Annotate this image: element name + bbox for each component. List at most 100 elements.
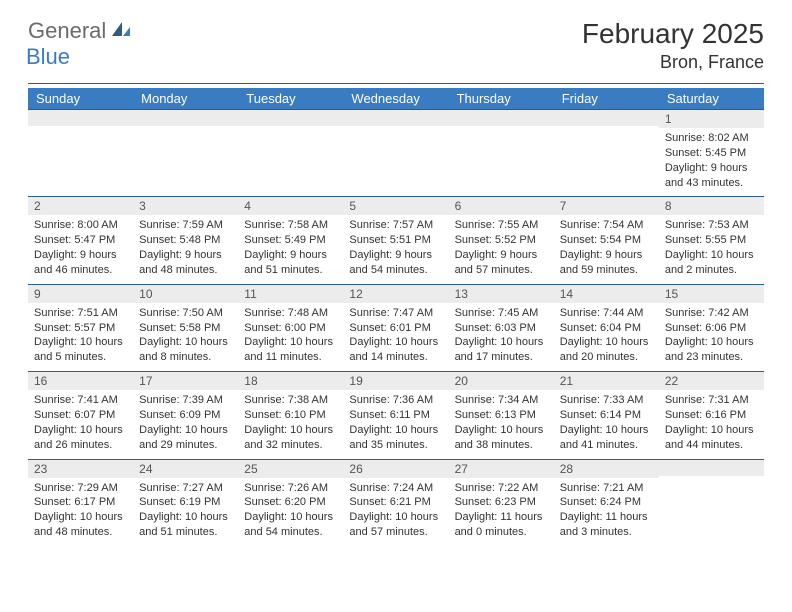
sunset-line: Sunset: 6:14 PM bbox=[560, 408, 653, 423]
day-content: Sunrise: 7:26 AMSunset: 6:20 PMDaylight:… bbox=[238, 478, 343, 546]
day-content: Sunrise: 7:22 AMSunset: 6:23 PMDaylight:… bbox=[449, 478, 554, 546]
day-cell: 10Sunrise: 7:50 AMSunset: 5:58 PMDayligh… bbox=[133, 284, 238, 371]
sunset-line: Sunset: 6:01 PM bbox=[349, 321, 442, 336]
sunrise-line: Sunrise: 7:36 AM bbox=[349, 393, 442, 408]
day-number: 8 bbox=[659, 197, 764, 215]
week-row: 2Sunrise: 8:00 AMSunset: 5:47 PMDaylight… bbox=[28, 197, 764, 284]
day-cell: 14Sunrise: 7:44 AMSunset: 6:04 PMDayligh… bbox=[554, 284, 659, 371]
day-cell: 16Sunrise: 7:41 AMSunset: 6:07 PMDayligh… bbox=[28, 372, 133, 459]
day-content: Sunrise: 7:42 AMSunset: 6:06 PMDaylight:… bbox=[659, 303, 764, 371]
day-number: 19 bbox=[343, 372, 448, 390]
daylight-line: Daylight: 9 hours and 48 minutes. bbox=[139, 248, 232, 278]
day-header-thursday: Thursday bbox=[449, 88, 554, 110]
daylight-line: Daylight: 10 hours and 57 minutes. bbox=[349, 510, 442, 540]
day-number: 5 bbox=[343, 197, 448, 215]
logo-text-blue: Blue bbox=[26, 44, 70, 69]
daylight-line: Daylight: 10 hours and 41 minutes. bbox=[560, 423, 653, 453]
daylight-line: Daylight: 10 hours and 2 minutes. bbox=[665, 248, 758, 278]
day-cell bbox=[133, 110, 238, 197]
day-number: 16 bbox=[28, 372, 133, 390]
day-cell: 23Sunrise: 7:29 AMSunset: 6:17 PMDayligh… bbox=[28, 459, 133, 546]
header-divider bbox=[28, 83, 764, 84]
sunrise-line: Sunrise: 7:34 AM bbox=[455, 393, 548, 408]
day-cell: 22Sunrise: 7:31 AMSunset: 6:16 PMDayligh… bbox=[659, 372, 764, 459]
sunset-line: Sunset: 5:48 PM bbox=[139, 233, 232, 248]
day-content bbox=[659, 476, 764, 538]
sunset-line: Sunset: 6:21 PM bbox=[349, 495, 442, 510]
sunset-line: Sunset: 6:24 PM bbox=[560, 495, 653, 510]
location-label: Bron, France bbox=[582, 52, 764, 73]
day-cell: 19Sunrise: 7:36 AMSunset: 6:11 PMDayligh… bbox=[343, 372, 448, 459]
day-cell bbox=[343, 110, 448, 197]
sunset-line: Sunset: 6:03 PM bbox=[455, 321, 548, 336]
sunrise-line: Sunrise: 7:58 AM bbox=[244, 218, 337, 233]
day-cell: 6Sunrise: 7:55 AMSunset: 5:52 PMDaylight… bbox=[449, 197, 554, 284]
sunrise-line: Sunrise: 8:00 AM bbox=[34, 218, 127, 233]
day-content: Sunrise: 7:48 AMSunset: 6:00 PMDaylight:… bbox=[238, 303, 343, 371]
day-header-tuesday: Tuesday bbox=[238, 88, 343, 110]
sunset-line: Sunset: 6:16 PM bbox=[665, 408, 758, 423]
daylight-line: Daylight: 10 hours and 38 minutes. bbox=[455, 423, 548, 453]
day-cell: 25Sunrise: 7:26 AMSunset: 6:20 PMDayligh… bbox=[238, 459, 343, 546]
sunset-line: Sunset: 5:54 PM bbox=[560, 233, 653, 248]
day-content: Sunrise: 7:45 AMSunset: 6:03 PMDaylight:… bbox=[449, 303, 554, 371]
daylight-line: Daylight: 10 hours and 54 minutes. bbox=[244, 510, 337, 540]
day-number: 6 bbox=[449, 197, 554, 215]
daylight-line: Daylight: 10 hours and 32 minutes. bbox=[244, 423, 337, 453]
day-number: 27 bbox=[449, 460, 554, 478]
sunrise-line: Sunrise: 7:42 AM bbox=[665, 306, 758, 321]
day-cell: 4Sunrise: 7:58 AMSunset: 5:49 PMDaylight… bbox=[238, 197, 343, 284]
daylight-line: Daylight: 10 hours and 29 minutes. bbox=[139, 423, 232, 453]
day-header-friday: Friday bbox=[554, 88, 659, 110]
sunset-line: Sunset: 6:07 PM bbox=[34, 408, 127, 423]
sunrise-line: Sunrise: 7:29 AM bbox=[34, 481, 127, 496]
sunrise-line: Sunrise: 7:41 AM bbox=[34, 393, 127, 408]
day-header-saturday: Saturday bbox=[659, 88, 764, 110]
day-cell: 27Sunrise: 7:22 AMSunset: 6:23 PMDayligh… bbox=[449, 459, 554, 546]
day-cell: 1Sunrise: 8:02 AMSunset: 5:45 PMDaylight… bbox=[659, 110, 764, 197]
sunset-line: Sunset: 5:55 PM bbox=[665, 233, 758, 248]
day-header-wednesday: Wednesday bbox=[343, 88, 448, 110]
day-content: Sunrise: 7:29 AMSunset: 6:17 PMDaylight:… bbox=[28, 478, 133, 546]
day-number: 3 bbox=[133, 197, 238, 215]
day-header-sunday: Sunday bbox=[28, 88, 133, 110]
day-content: Sunrise: 8:00 AMSunset: 5:47 PMDaylight:… bbox=[28, 215, 133, 283]
sunset-line: Sunset: 5:47 PM bbox=[34, 233, 127, 248]
day-cell: 9Sunrise: 7:51 AMSunset: 5:57 PMDaylight… bbox=[28, 284, 133, 371]
day-cell: 13Sunrise: 7:45 AMSunset: 6:03 PMDayligh… bbox=[449, 284, 554, 371]
day-content: Sunrise: 7:34 AMSunset: 6:13 PMDaylight:… bbox=[449, 390, 554, 458]
day-content: Sunrise: 7:39 AMSunset: 6:09 PMDaylight:… bbox=[133, 390, 238, 458]
day-content: Sunrise: 7:41 AMSunset: 6:07 PMDaylight:… bbox=[28, 390, 133, 458]
day-content: Sunrise: 7:47 AMSunset: 6:01 PMDaylight:… bbox=[343, 303, 448, 371]
day-number: 26 bbox=[343, 460, 448, 478]
day-number: 12 bbox=[343, 285, 448, 303]
sunset-line: Sunset: 6:19 PM bbox=[139, 495, 232, 510]
daylight-line: Daylight: 10 hours and 11 minutes. bbox=[244, 335, 337, 365]
sunrise-line: Sunrise: 7:53 AM bbox=[665, 218, 758, 233]
day-cell: 24Sunrise: 7:27 AMSunset: 6:19 PMDayligh… bbox=[133, 459, 238, 546]
sunrise-line: Sunrise: 7:44 AM bbox=[560, 306, 653, 321]
day-content bbox=[133, 126, 238, 188]
sunset-line: Sunset: 6:17 PM bbox=[34, 495, 127, 510]
sunset-line: Sunset: 5:51 PM bbox=[349, 233, 442, 248]
daylight-line: Daylight: 10 hours and 17 minutes. bbox=[455, 335, 548, 365]
daylight-line: Daylight: 9 hours and 51 minutes. bbox=[244, 248, 337, 278]
day-content bbox=[343, 126, 448, 188]
day-cell: 7Sunrise: 7:54 AMSunset: 5:54 PMDaylight… bbox=[554, 197, 659, 284]
sunset-line: Sunset: 5:52 PM bbox=[455, 233, 548, 248]
day-cell bbox=[659, 459, 764, 546]
day-cell bbox=[554, 110, 659, 197]
day-content bbox=[238, 126, 343, 188]
daylight-line: Daylight: 10 hours and 23 minutes. bbox=[665, 335, 758, 365]
sunrise-line: Sunrise: 7:57 AM bbox=[349, 218, 442, 233]
day-number: 14 bbox=[554, 285, 659, 303]
sunrise-line: Sunrise: 7:38 AM bbox=[244, 393, 337, 408]
logo-text-general: General bbox=[28, 18, 106, 44]
week-row: 23Sunrise: 7:29 AMSunset: 6:17 PMDayligh… bbox=[28, 459, 764, 546]
day-cell: 2Sunrise: 8:00 AMSunset: 5:47 PMDaylight… bbox=[28, 197, 133, 284]
sunrise-line: Sunrise: 7:47 AM bbox=[349, 306, 442, 321]
day-number: 22 bbox=[659, 372, 764, 390]
sunrise-line: Sunrise: 7:21 AM bbox=[560, 481, 653, 496]
daylight-line: Daylight: 10 hours and 48 minutes. bbox=[34, 510, 127, 540]
daylight-line: Daylight: 10 hours and 26 minutes. bbox=[34, 423, 127, 453]
